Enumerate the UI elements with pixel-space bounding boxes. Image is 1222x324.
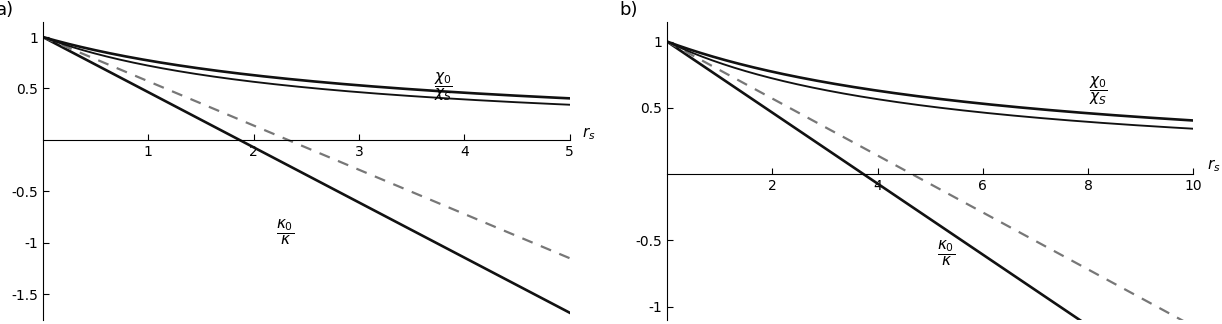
Text: $r_s$: $r_s$ <box>582 125 596 142</box>
Text: a): a) <box>0 1 13 19</box>
Text: $\dfrac{\chi_0}{\chi_S}$: $\dfrac{\chi_0}{\chi_S}$ <box>1089 74 1108 107</box>
Text: $\dfrac{\kappa_0}{\kappa}$: $\dfrac{\kappa_0}{\kappa}$ <box>276 218 295 247</box>
Text: $\dfrac{\kappa_0}{\kappa}$: $\dfrac{\kappa_0}{\kappa}$ <box>937 239 956 268</box>
Text: $r_s$: $r_s$ <box>1206 158 1221 174</box>
Text: b): b) <box>620 1 638 19</box>
Text: $\dfrac{\chi_0}{\chi_S}$: $\dfrac{\chi_0}{\chi_S}$ <box>434 70 452 103</box>
